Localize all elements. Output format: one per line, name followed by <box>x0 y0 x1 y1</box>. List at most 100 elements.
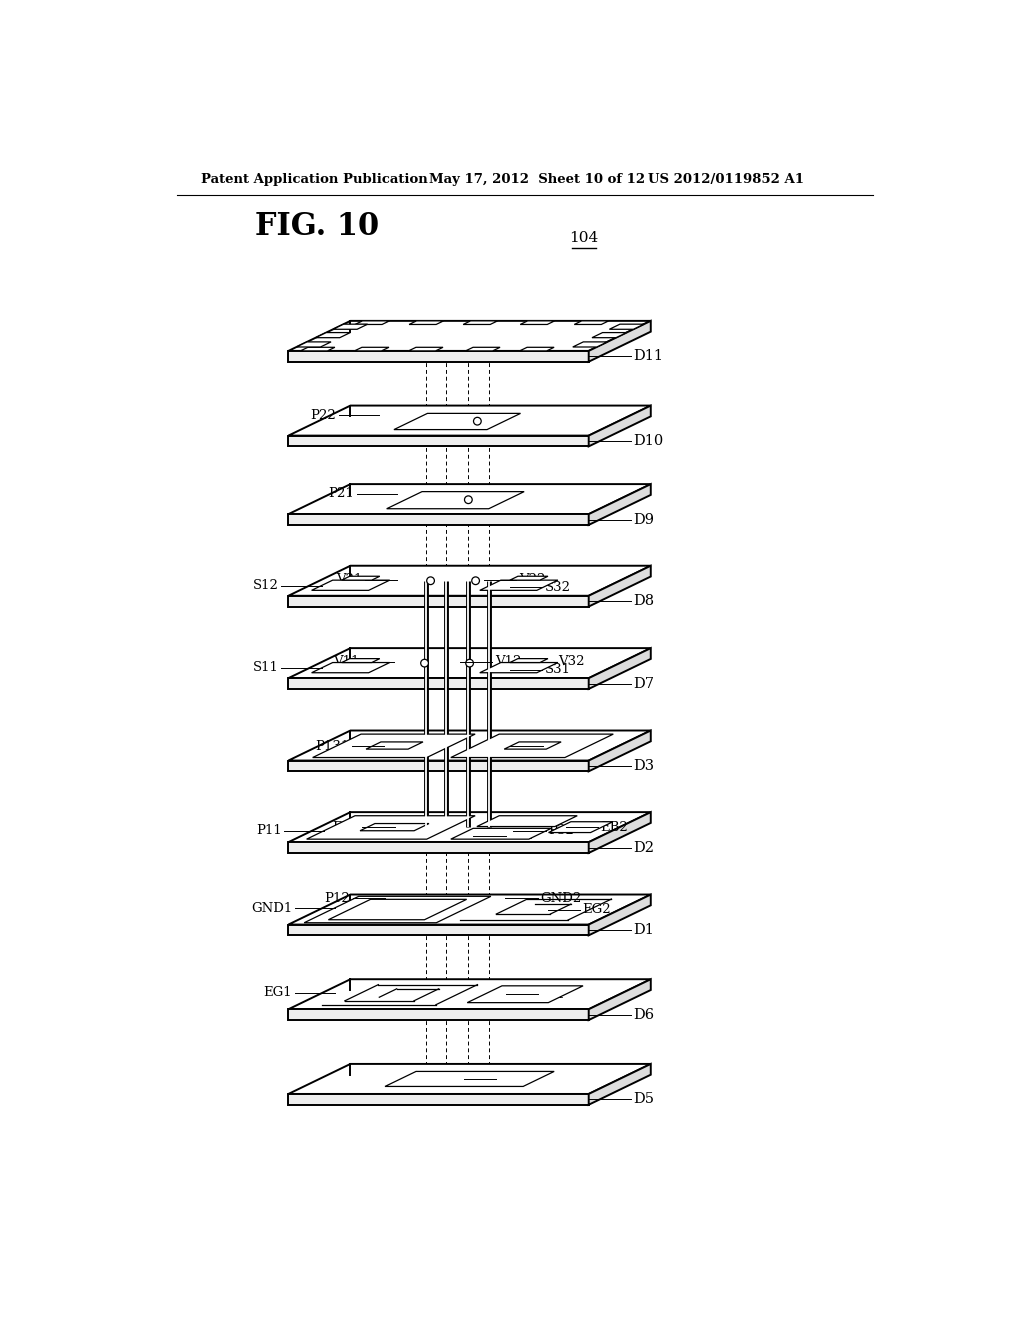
Text: P31: P31 <box>508 829 534 842</box>
Text: V32: V32 <box>558 656 585 668</box>
Polygon shape <box>289 678 589 689</box>
Text: EB2: EB2 <box>600 821 628 834</box>
Polygon shape <box>451 734 613 758</box>
Text: D6: D6 <box>634 1007 654 1022</box>
Text: D3: D3 <box>634 759 654 774</box>
Polygon shape <box>289 436 589 446</box>
Text: D11: D11 <box>634 350 664 363</box>
Circle shape <box>421 659 428 667</box>
Polygon shape <box>354 347 389 351</box>
Text: S11: S11 <box>253 661 280 675</box>
Polygon shape <box>572 342 607 347</box>
Text: P132: P132 <box>545 739 580 752</box>
Circle shape <box>472 577 479 585</box>
Polygon shape <box>467 986 583 1003</box>
Polygon shape <box>480 663 558 673</box>
Text: GND1: GND1 <box>251 902 292 915</box>
Text: 104: 104 <box>568 231 598 246</box>
Polygon shape <box>289 730 651 760</box>
Text: P11: P11 <box>256 824 282 837</box>
Text: S32: S32 <box>545 581 570 594</box>
Polygon shape <box>289 595 589 607</box>
Polygon shape <box>289 515 589 525</box>
Text: EG1: EG1 <box>263 986 292 999</box>
Text: S22: S22 <box>499 1072 524 1085</box>
Polygon shape <box>504 742 561 750</box>
Text: V21: V21 <box>336 573 362 586</box>
Polygon shape <box>311 663 390 673</box>
Polygon shape <box>589 405 651 446</box>
Text: May 17, 2012  Sheet 10 of 12: May 17, 2012 Sheet 10 of 12 <box>429 173 645 186</box>
Polygon shape <box>289 812 651 842</box>
Polygon shape <box>409 347 443 351</box>
Circle shape <box>473 417 481 425</box>
Polygon shape <box>592 333 627 338</box>
Text: D8: D8 <box>634 594 654 609</box>
Polygon shape <box>297 342 331 347</box>
Text: GND2: GND2 <box>540 891 581 904</box>
Text: P22: P22 <box>310 409 336 421</box>
Circle shape <box>427 577 434 585</box>
Polygon shape <box>574 321 608 325</box>
Polygon shape <box>477 816 578 826</box>
Polygon shape <box>609 325 644 329</box>
Text: S21: S21 <box>541 987 566 1001</box>
Text: P32: P32 <box>548 824 573 837</box>
Text: D7: D7 <box>634 677 654 690</box>
Polygon shape <box>342 577 380 581</box>
Polygon shape <box>519 347 554 351</box>
Text: FIG. 10: FIG. 10 <box>255 211 380 242</box>
Text: V12: V12 <box>495 656 521 668</box>
Text: D1: D1 <box>634 923 654 937</box>
Polygon shape <box>289 405 651 436</box>
Polygon shape <box>589 648 651 689</box>
Text: D5: D5 <box>634 1093 654 1106</box>
Polygon shape <box>304 896 490 923</box>
Polygon shape <box>520 321 555 325</box>
Polygon shape <box>463 321 498 325</box>
Text: US 2012/0119852 A1: US 2012/0119852 A1 <box>648 173 804 186</box>
Polygon shape <box>329 899 467 920</box>
Polygon shape <box>289 924 589 936</box>
Text: EB1: EB1 <box>332 821 359 834</box>
Polygon shape <box>289 484 651 515</box>
Text: Patent Application Publication: Patent Application Publication <box>202 173 428 186</box>
Polygon shape <box>289 979 651 1010</box>
Polygon shape <box>289 648 651 678</box>
Circle shape <box>466 659 473 667</box>
Polygon shape <box>451 829 551 840</box>
Polygon shape <box>315 333 350 338</box>
Polygon shape <box>549 822 613 833</box>
Polygon shape <box>394 413 520 429</box>
Polygon shape <box>589 812 651 853</box>
Polygon shape <box>410 321 443 325</box>
Text: D2: D2 <box>634 841 654 854</box>
Text: S12: S12 <box>253 579 280 593</box>
Text: P21: P21 <box>329 487 354 500</box>
Polygon shape <box>289 566 651 595</box>
Polygon shape <box>510 659 548 663</box>
Polygon shape <box>306 816 475 840</box>
Polygon shape <box>480 581 558 590</box>
Text: V22: V22 <box>519 573 545 586</box>
Polygon shape <box>333 325 368 329</box>
Polygon shape <box>312 734 475 758</box>
Polygon shape <box>360 824 429 830</box>
Polygon shape <box>289 351 589 362</box>
Text: D9: D9 <box>634 512 654 527</box>
Polygon shape <box>589 566 651 607</box>
Text: P131: P131 <box>315 739 349 752</box>
Polygon shape <box>289 760 589 771</box>
Polygon shape <box>366 742 423 750</box>
Polygon shape <box>289 1064 651 1094</box>
Polygon shape <box>289 1010 589 1020</box>
Polygon shape <box>589 321 651 362</box>
Polygon shape <box>466 347 500 351</box>
Polygon shape <box>300 347 335 351</box>
Polygon shape <box>355 321 389 325</box>
Polygon shape <box>589 895 651 936</box>
Polygon shape <box>589 484 651 525</box>
Polygon shape <box>385 1072 554 1086</box>
Polygon shape <box>289 842 589 853</box>
Circle shape <box>465 496 472 503</box>
